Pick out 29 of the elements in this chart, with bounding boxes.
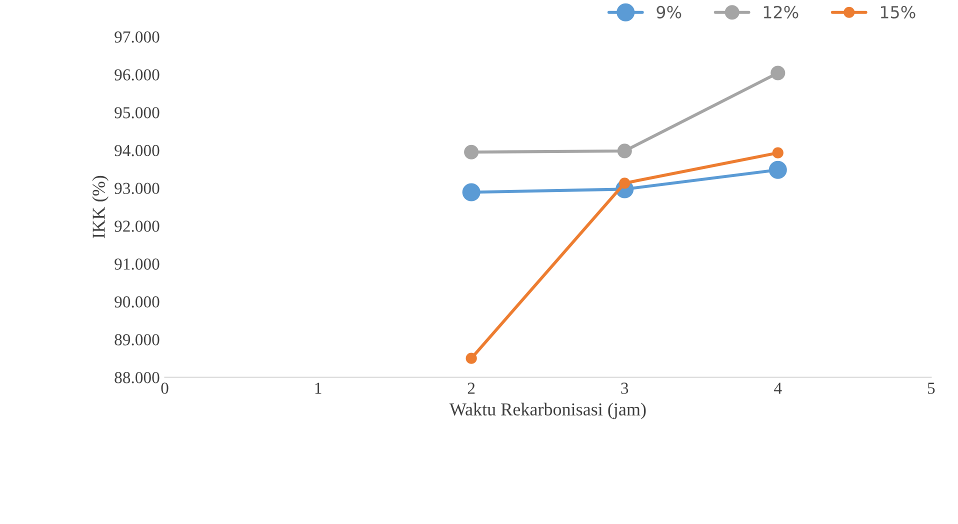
point: [772, 147, 784, 158]
point: [619, 178, 630, 189]
x-axis-title: Waktu Rekarbonisasi (jam): [449, 402, 646, 420]
point: [768, 160, 787, 179]
point: [770, 66, 786, 80]
legend-label: 12%: [764, 6, 798, 18]
y-tick-label: 96.000: [114, 69, 160, 81]
point: [464, 144, 479, 160]
x-tick-label: 3: [621, 382, 628, 394]
x-tick-label: 4: [774, 382, 782, 394]
y-tick-label: 97.000: [114, 31, 160, 43]
y-axis-title: IKK (%): [92, 176, 109, 238]
x-tick-label: 1: [315, 382, 322, 394]
y-tick-label: 93.000: [114, 182, 160, 194]
y-tick-label: 91.000: [114, 258, 160, 270]
y-tick-label: 89.000: [114, 334, 160, 346]
x-tick-label: 5: [928, 382, 935, 394]
x-tick-label: 2: [468, 382, 475, 394]
legend-label: 15%: [880, 6, 916, 18]
y-tick-label: 88.000: [114, 372, 160, 384]
point: [617, 144, 632, 158]
y-tick-label: 92.000: [114, 220, 160, 232]
y-tick-label: 94.000: [114, 144, 160, 156]
y-tick-label: 95.000: [114, 107, 160, 118]
point: [466, 352, 477, 364]
y-tick-label: 90.000: [114, 296, 160, 308]
point: [462, 183, 480, 202]
x-tick-label: 0: [161, 382, 168, 394]
legend-label: 9%: [656, 6, 682, 18]
